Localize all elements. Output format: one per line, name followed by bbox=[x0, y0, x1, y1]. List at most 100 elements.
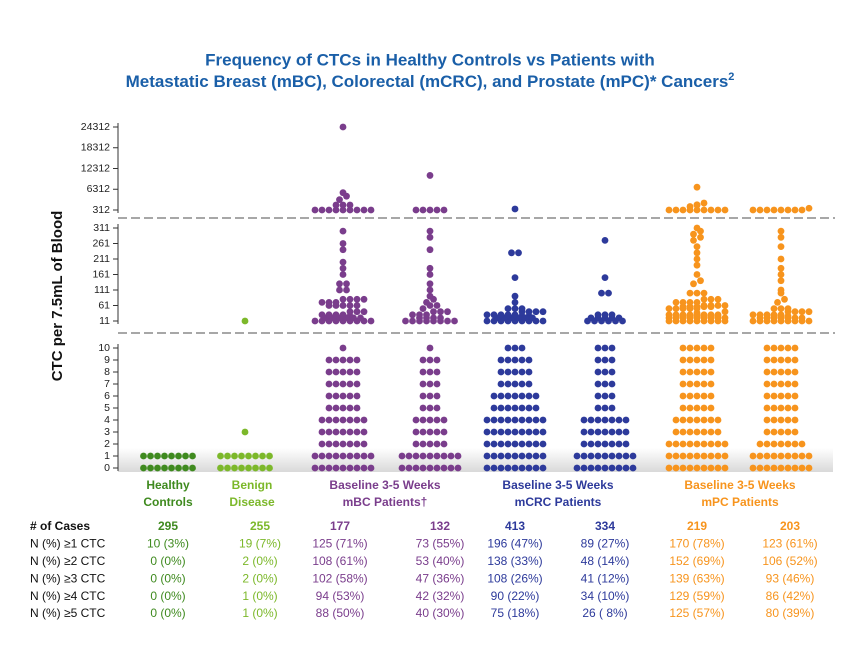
data-dot bbox=[700, 199, 708, 207]
table-cell: 41 (12%) bbox=[581, 571, 630, 585]
data-dot bbox=[679, 356, 687, 364]
data-dot bbox=[189, 452, 196, 460]
group-label: mBC Patients† bbox=[343, 495, 428, 509]
data-dot bbox=[679, 380, 687, 388]
data-dot bbox=[311, 452, 319, 460]
data-dot bbox=[511, 416, 519, 424]
data-dot bbox=[518, 452, 526, 460]
data-dot bbox=[515, 249, 522, 257]
data-dot bbox=[580, 464, 588, 472]
table-cell: 48 (14%) bbox=[581, 554, 630, 568]
data-dot bbox=[686, 299, 694, 306]
data-dot bbox=[490, 440, 498, 448]
data-dot bbox=[419, 428, 427, 436]
data-dot bbox=[690, 230, 697, 238]
data-dot bbox=[774, 299, 781, 306]
data-dot bbox=[777, 255, 785, 263]
data-dot bbox=[325, 299, 333, 306]
data-dot bbox=[154, 452, 161, 460]
data-dot bbox=[504, 344, 512, 352]
data-dot bbox=[686, 464, 694, 472]
data-dot bbox=[700, 404, 708, 412]
data-dot bbox=[693, 299, 701, 306]
data-dot bbox=[721, 452, 729, 460]
data-dot bbox=[608, 440, 616, 448]
data-dot bbox=[587, 428, 595, 436]
data-dot bbox=[594, 380, 602, 388]
table-cell: 93 (46%) bbox=[766, 571, 815, 585]
data-dot bbox=[419, 206, 427, 214]
data-dot bbox=[770, 344, 778, 352]
data-dot bbox=[587, 452, 595, 460]
data-dot bbox=[700, 206, 708, 214]
data-dot bbox=[497, 311, 505, 319]
data-dot bbox=[525, 392, 533, 400]
data-dot bbox=[419, 452, 427, 460]
data-dot bbox=[679, 416, 687, 424]
data-dot bbox=[587, 314, 595, 322]
data-dot bbox=[360, 440, 368, 448]
data-dot bbox=[511, 440, 519, 448]
data-dot bbox=[714, 206, 722, 214]
table-cell: 88 (50%) bbox=[316, 606, 365, 620]
data-dot bbox=[693, 428, 701, 436]
data-dot bbox=[346, 440, 354, 448]
data-dot bbox=[353, 302, 361, 309]
data-dot bbox=[679, 392, 687, 400]
data-dot bbox=[763, 416, 771, 424]
data-dot bbox=[672, 416, 680, 424]
y-tick-label: 24312 bbox=[81, 121, 110, 133]
data-dot bbox=[360, 295, 368, 303]
data-dot bbox=[483, 452, 491, 460]
data-dot bbox=[665, 311, 673, 319]
data-dot bbox=[721, 440, 729, 448]
data-dot bbox=[605, 289, 612, 297]
data-dot bbox=[426, 380, 434, 388]
data-dot bbox=[777, 380, 785, 388]
data-dot bbox=[791, 416, 799, 424]
data-dot bbox=[672, 299, 680, 306]
data-dot bbox=[714, 295, 722, 303]
data-dot bbox=[426, 246, 434, 254]
data-dot bbox=[532, 428, 540, 436]
y-axis-label: CTC per 7.5mL of Blood bbox=[49, 211, 66, 382]
data-dot bbox=[140, 452, 147, 460]
data-dot bbox=[784, 392, 792, 400]
data-dot bbox=[189, 464, 196, 472]
data-dot bbox=[693, 368, 701, 376]
data-dot bbox=[756, 206, 764, 214]
data-dot bbox=[433, 368, 441, 376]
data-dot bbox=[433, 416, 441, 424]
data-dot bbox=[679, 404, 687, 412]
data-dot bbox=[339, 344, 347, 352]
data-dot bbox=[311, 464, 319, 472]
data-dot bbox=[419, 464, 427, 472]
data-dot bbox=[791, 440, 799, 448]
data-dot bbox=[454, 452, 462, 460]
data-dot bbox=[346, 302, 354, 309]
group-label: Controls bbox=[143, 495, 193, 509]
data-dot bbox=[608, 404, 616, 412]
data-dot bbox=[525, 368, 533, 376]
data-dot bbox=[770, 464, 778, 472]
group-label: Benign bbox=[232, 478, 273, 492]
data-dot bbox=[749, 206, 757, 214]
data-dot bbox=[756, 311, 764, 319]
data-dot bbox=[451, 317, 458, 325]
data-dot bbox=[587, 416, 595, 424]
data-dot bbox=[679, 311, 687, 319]
data-dot bbox=[601, 416, 609, 424]
data-dot bbox=[707, 206, 715, 214]
data-dot bbox=[490, 311, 498, 319]
data-dot bbox=[784, 344, 792, 352]
data-dot bbox=[511, 305, 519, 312]
data-dot bbox=[504, 452, 512, 460]
data-dot bbox=[770, 404, 778, 412]
data-dot bbox=[504, 311, 512, 319]
data-dot bbox=[763, 311, 771, 319]
table-cell: 90 (22%) bbox=[491, 589, 540, 603]
data-dot bbox=[784, 452, 792, 460]
data-dot bbox=[707, 302, 715, 309]
data-dot bbox=[622, 416, 630, 424]
data-dot bbox=[339, 189, 347, 197]
